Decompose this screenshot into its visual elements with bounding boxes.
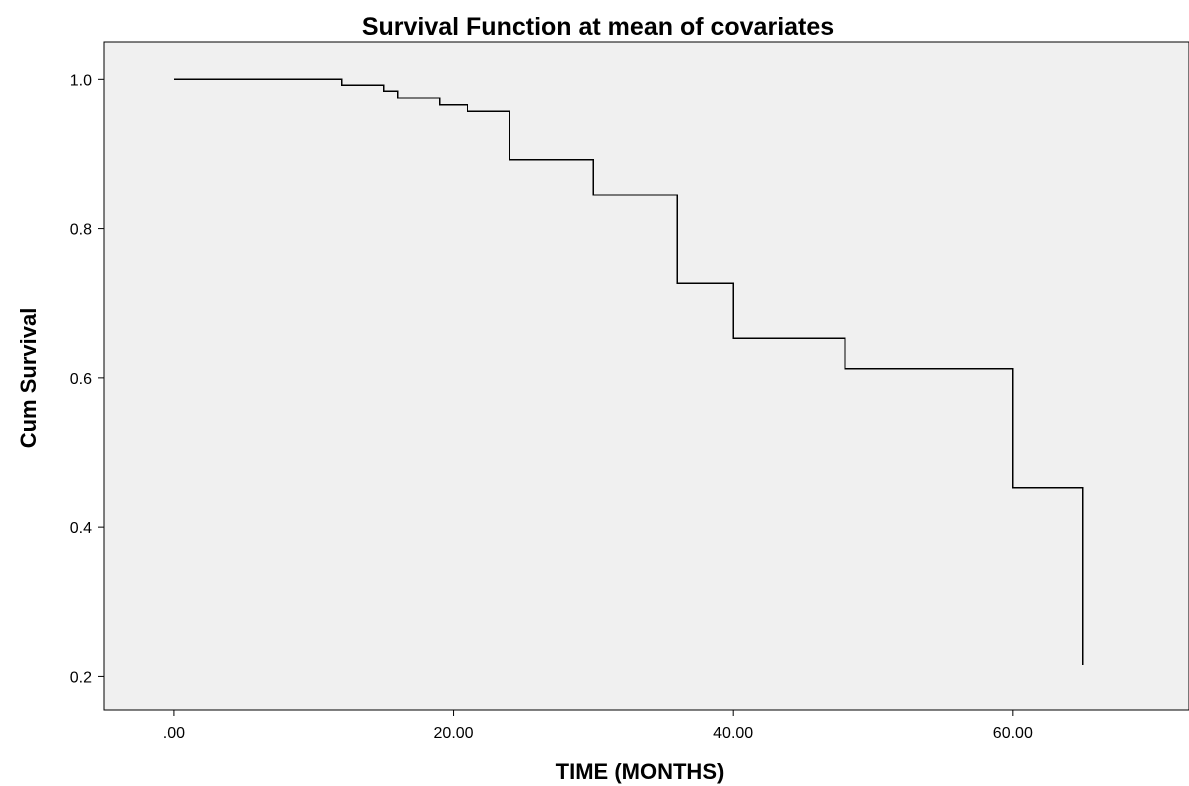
x-tick-label: 40.00 xyxy=(713,725,753,742)
y-tick-label: 0.8 xyxy=(70,222,92,239)
y-axis-title: Cum Survival xyxy=(16,308,41,449)
x-tick-label: 60.00 xyxy=(993,725,1033,742)
y-tick-label: 0.6 xyxy=(70,371,92,388)
x-axis-title: TIME (MONTHS) xyxy=(556,759,725,784)
chart-title: Survival Function at mean of covariates xyxy=(362,13,834,41)
x-tick-label: 20.00 xyxy=(434,725,474,742)
series-layer xyxy=(173,78,1084,666)
y-tick-label: 0.2 xyxy=(70,669,92,686)
y-tick-label: 0.4 xyxy=(70,520,92,537)
plot-area xyxy=(103,41,1189,711)
x-tick-label: .00 xyxy=(163,725,185,742)
survival-step-line xyxy=(173,78,1084,666)
y-tick-label: 1.0 xyxy=(70,72,92,89)
y-axis: 0.2 0.4 0.6 0.8 1.0 xyxy=(70,72,104,686)
x-axis: .00 20.00 40.00 60.00 xyxy=(163,710,1033,742)
